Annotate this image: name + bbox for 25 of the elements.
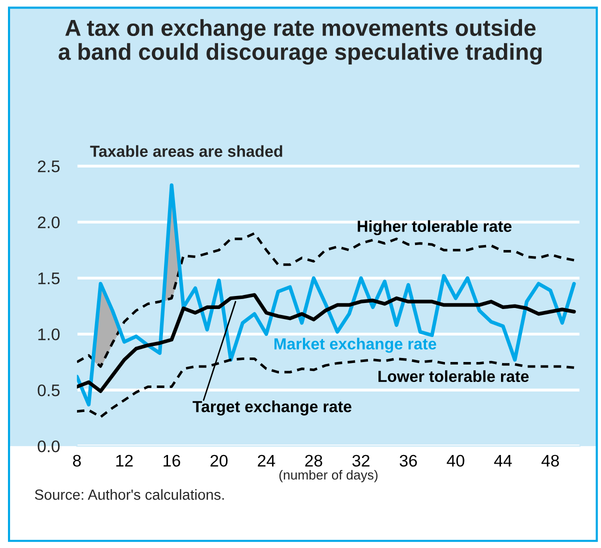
source-note: Source: Author's calculations. (34, 489, 224, 500)
x-tick-label: 20 (210, 454, 228, 467)
x-tick-label: 12 (116, 454, 133, 466)
y-tick-label: 0.0 (38, 440, 60, 452)
y-tick-label: 1.0 (38, 328, 60, 340)
text: Target exchange rate (192, 400, 352, 416)
x-tick-label: 8 (73, 454, 81, 467)
x-tick-label: 40 (446, 454, 464, 467)
series-label: Lower tolerable rate (378, 370, 529, 382)
x-tick-label: 32 (352, 454, 370, 467)
y-tick-label: 0.5 (38, 384, 60, 396)
chart-title: A tax on exchange rate movements outside a band could discourage speculative trading (58, 19, 542, 65)
x-tick-label: 36 (400, 454, 417, 467)
x-tick-label: 44 (494, 455, 512, 466)
y-tick-label: 2.0 (38, 216, 60, 228)
x-tick-label: 24 (258, 454, 276, 466)
x-tick-label: 48 (541, 454, 559, 467)
y-tick-label: 2.5 (38, 160, 60, 172)
series-label: Higher tolerable rate (358, 220, 512, 236)
x-axis-title: (number of days) (279, 470, 378, 482)
annotation: Taxable areas are shaded (90, 145, 282, 157)
x-tick-label: 16 (164, 454, 180, 467)
y-tick-label: 1.5 (38, 272, 60, 284)
x-tick-label: 28 (305, 454, 322, 467)
series-label: Market exchange rate (274, 338, 436, 353)
